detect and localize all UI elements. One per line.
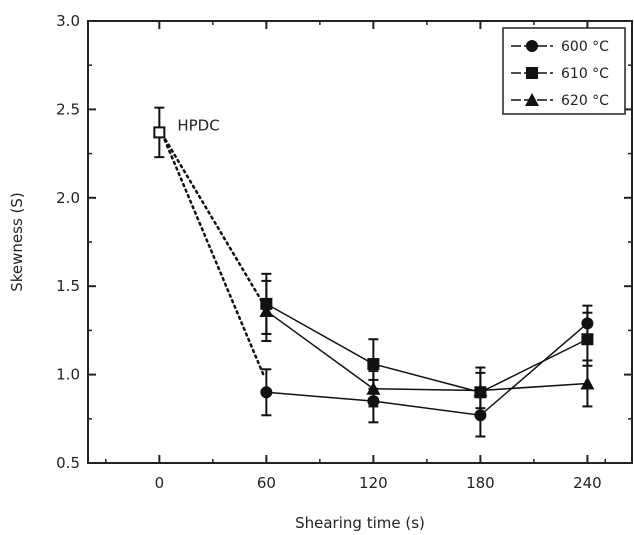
hpdc-dotted-link	[161, 133, 265, 306]
hpdc-reference: HPDC	[153, 106, 265, 376]
y-tick-label: 0.5	[56, 454, 80, 472]
y-tick-label: 1.0	[56, 366, 80, 384]
series-line	[266, 322, 588, 417]
data-point	[580, 376, 595, 390]
series-layer	[259, 272, 595, 438]
y-tick-label: 2.5	[56, 100, 80, 118]
series-line	[265, 303, 588, 394]
data-point	[367, 357, 380, 370]
data-point	[473, 383, 488, 397]
legend-label: 610 °C	[561, 66, 609, 82]
legend-marker	[525, 93, 539, 106]
series-0	[260, 304, 594, 438]
legend-label: 600 °C	[561, 39, 609, 55]
x-tick-label: 60	[257, 474, 276, 492]
hpdc-label: HPDC	[177, 116, 219, 134]
legend: 600 °C 610 °C 620 °C	[502, 27, 626, 115]
legend-marker	[526, 40, 538, 52]
x-tick-label: 120	[359, 474, 388, 492]
hpdc-dotted-link	[161, 133, 265, 376]
legend-marker	[526, 67, 538, 79]
x-tick-label: 0	[155, 474, 165, 492]
data-point	[366, 381, 381, 395]
axes: 0.5 1.0 1.5 2.0 2.5 3.0 0 60 120 180 240	[56, 12, 633, 492]
x-axis-title: Shearing time (s)	[295, 514, 425, 532]
data-point	[581, 333, 594, 346]
y-tick-label: 3.0	[56, 12, 80, 30]
series-2	[259, 279, 595, 410]
legend-box	[502, 27, 626, 115]
legend-label: 620 °C	[561, 93, 609, 109]
y-axis-title: Skewness (S)	[8, 192, 26, 292]
series-line	[265, 310, 588, 392]
data-point	[259, 303, 274, 317]
hpdc-point	[153, 126, 166, 139]
x-tick-label: 240	[573, 474, 602, 492]
x-tick-label: 180	[466, 474, 495, 492]
data-point	[260, 386, 273, 399]
y-tick-label: 2.0	[56, 189, 80, 207]
y-tick-label: 1.5	[56, 277, 80, 295]
